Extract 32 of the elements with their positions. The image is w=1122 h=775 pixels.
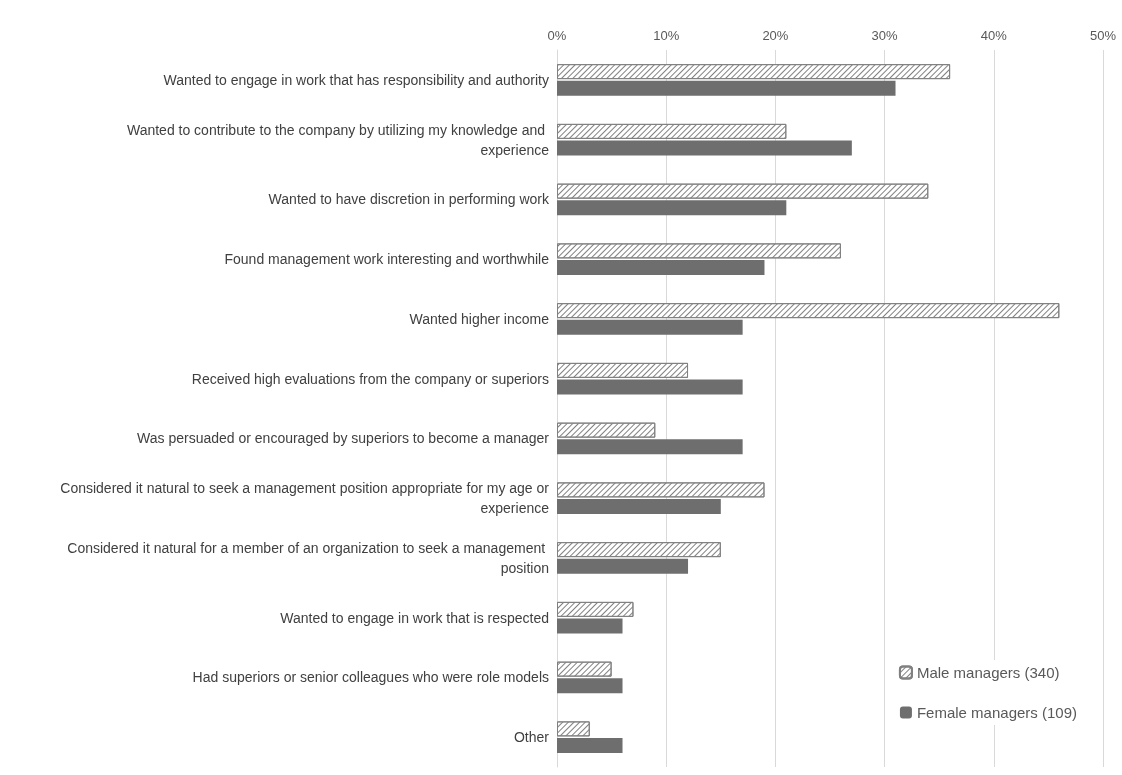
bar xyxy=(557,259,765,275)
y-tick-label: Was persuaded or encouraged by superiors to become a manager xyxy=(137,430,550,447)
x-tick-label: 0% xyxy=(547,28,567,43)
legend-label: Male managers (340) xyxy=(916,664,1060,681)
bar xyxy=(557,200,787,216)
bar xyxy=(557,498,721,514)
x-tick-label: 40% xyxy=(980,28,1008,43)
bar xyxy=(557,80,896,96)
bar xyxy=(557,140,852,156)
bar xyxy=(557,558,689,574)
legend-label: Female managers (109) xyxy=(916,704,1078,721)
bar xyxy=(557,678,623,694)
x-tick-label: 20% xyxy=(762,28,789,43)
y-tick-label: Wanted to engage in work that is respected xyxy=(280,609,549,626)
bar xyxy=(557,737,623,753)
x-tick-label: 50% xyxy=(1089,28,1117,43)
bar xyxy=(557,379,743,395)
y-tick-label: Wanted to engage in work that has responsibility and authority xyxy=(163,71,549,88)
y-tick-label: Received high evaluations from the company or superiors xyxy=(191,370,549,387)
y-tick-label: Wanted higher income xyxy=(409,310,550,327)
bar xyxy=(557,439,743,455)
y-tick-label: Considered it natural to seek a management position appropriate for my age or experience xyxy=(60,480,550,517)
x-tick-label: 30% xyxy=(871,28,899,43)
y-tick-label: Wanted to have discretion in performing work xyxy=(268,191,550,208)
y-tick-label: Considered it natural for a member of an organization to seek a management position xyxy=(67,539,549,576)
y-tick-label: Other xyxy=(513,729,550,746)
bar xyxy=(557,319,743,335)
x-tick-label: 10% xyxy=(653,28,680,43)
bar xyxy=(557,618,623,634)
y-tick-label: Had superiors or senior colleagues who were role models xyxy=(192,669,549,686)
y-tick-label: Found management work interesting and worthwhile xyxy=(224,251,550,268)
y-tick-label: Wanted to contribute to the company by utilizing my knowledge and experience xyxy=(126,121,550,158)
